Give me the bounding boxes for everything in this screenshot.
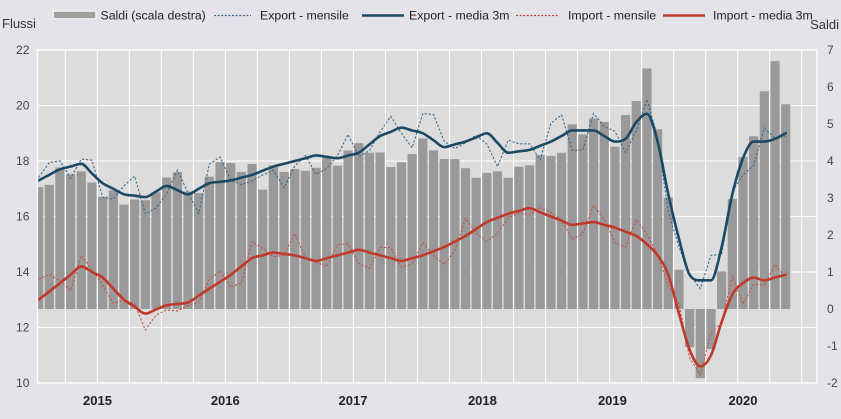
svg-text:2016: 2016	[211, 393, 240, 408]
svg-text:4: 4	[827, 154, 834, 168]
svg-text:18: 18	[16, 154, 30, 168]
svg-text:14: 14	[16, 265, 30, 279]
svg-text:16: 16	[16, 210, 30, 224]
svg-text:Import - mensile: Import - mensile	[568, 9, 656, 23]
svg-text:Export - media 3m: Export - media 3m	[409, 9, 509, 23]
svg-text:6: 6	[827, 80, 834, 94]
svg-text:2017: 2017	[339, 393, 368, 408]
svg-text:2015: 2015	[83, 393, 112, 408]
svg-text:Saldi (scala destra): Saldi (scala destra)	[101, 9, 206, 23]
svg-text:2: 2	[827, 228, 834, 242]
svg-text:-2: -2	[827, 376, 838, 390]
svg-text:22: 22	[16, 43, 30, 57]
svg-text:Import - media 3m: Import - media 3m	[713, 9, 813, 23]
svg-text:10: 10	[16, 376, 30, 390]
svg-text:5: 5	[827, 117, 834, 131]
svg-text:Flussi: Flussi	[2, 16, 36, 31]
svg-text:1: 1	[827, 265, 834, 279]
svg-text:0: 0	[827, 302, 834, 316]
svg-text:Saldi: Saldi	[810, 17, 839, 32]
svg-text:2018: 2018	[468, 393, 497, 408]
svg-text:2019: 2019	[598, 393, 627, 408]
svg-text:-1: -1	[827, 339, 838, 353]
svg-text:20: 20	[16, 99, 30, 113]
svg-text:2020: 2020	[729, 393, 758, 408]
svg-text:Export - mensile: Export - mensile	[260, 9, 349, 23]
svg-text:12: 12	[16, 321, 30, 335]
svg-text:7: 7	[827, 43, 834, 57]
svg-text:3: 3	[827, 191, 834, 205]
